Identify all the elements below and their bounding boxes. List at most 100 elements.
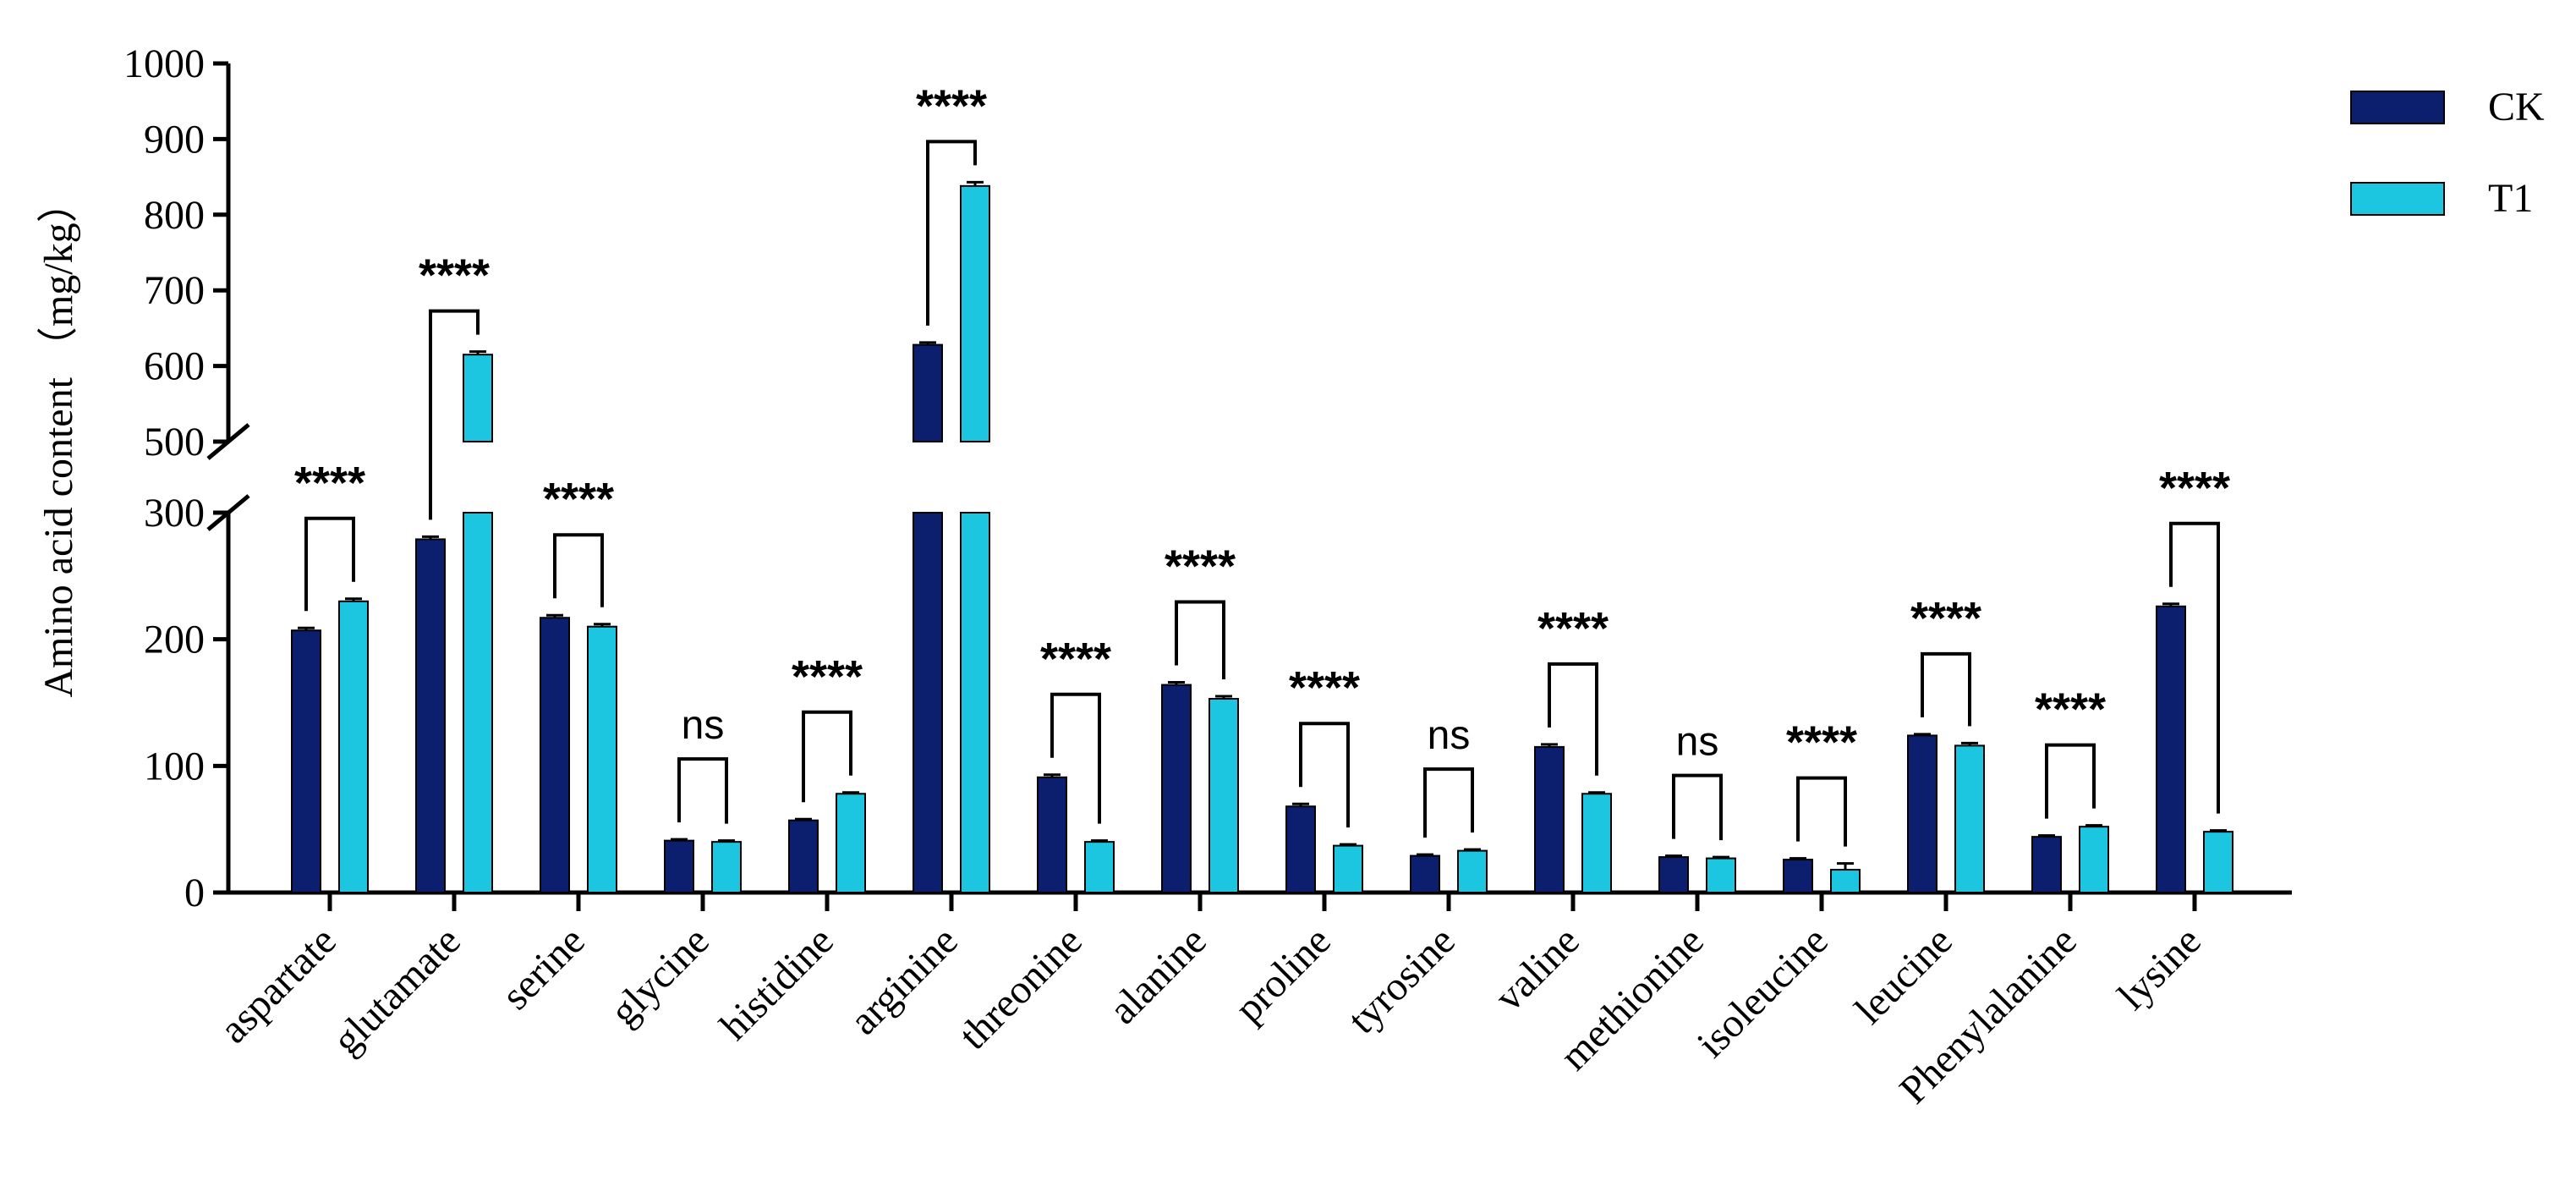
bar-CK-aspartate — [291, 629, 321, 893]
y-tick-label: 0 — [184, 871, 205, 915]
bar-CK-lysine — [2156, 605, 2186, 894]
x-tick-label: alanine — [1100, 918, 1214, 1032]
y-tick-label: 300 — [144, 491, 205, 536]
significance-bracket-proline — [1299, 722, 1350, 828]
significance-label-serine: **** — [543, 474, 614, 525]
bar-CK-arginine-lower — [913, 512, 943, 893]
x-tick-label: valine — [1486, 918, 1587, 1019]
significance-bracket-serine — [553, 533, 604, 607]
significance-label-tyrosine: ns — [1428, 713, 1471, 758]
significance-bracket-histidine — [802, 710, 852, 803]
bar-T1-proline — [1333, 844, 1363, 894]
significance-label-lysine: **** — [2159, 463, 2230, 514]
significance-label-aspartate: **** — [294, 458, 365, 508]
significance-label-valine: **** — [1537, 603, 1609, 654]
significance-bracket-leucine — [1921, 651, 1971, 727]
bar-T1-aspartate — [338, 600, 369, 893]
significance-label-glycine: ns — [682, 703, 725, 748]
y-tick-label: 1000 — [123, 41, 205, 86]
y-tick-label: 600 — [144, 344, 205, 389]
significance-annotations: **** **** **** ns **** **** **** **** **** ns ****… — [294, 80, 2230, 847]
y-tick-label: 800 — [144, 193, 205, 238]
bar-CK-Phenylalanine — [2031, 836, 2062, 893]
significance-label-Phenylalanine: **** — [2035, 684, 2106, 735]
bar-CK-valine — [1534, 745, 1565, 894]
y-tick-label: 200 — [144, 618, 205, 662]
bar-T1-alanine — [1209, 698, 1239, 894]
significance-bracket-lysine — [2169, 521, 2220, 814]
bar-T1-lysine — [2203, 831, 2233, 893]
bar-CK-threonine — [1037, 776, 1067, 894]
bar-CK-tyrosine — [1410, 854, 1440, 894]
x-tick-label: glycine — [601, 918, 717, 1034]
significance-label-leucine: **** — [1910, 593, 1981, 644]
significance-label-isoleucine: **** — [1786, 717, 1857, 768]
bar-T1-valine — [1581, 793, 1612, 894]
bar-T1-glutamate-lower — [463, 512, 493, 893]
x-tick-label: threonine — [951, 918, 1091, 1058]
bar-T1-tyrosine — [1457, 849, 1488, 893]
x-tick-label: histidine — [711, 918, 841, 1048]
x-tick-label: proline — [1226, 918, 1340, 1031]
bar-CK-glycine — [664, 839, 694, 893]
legend-swatch-T1 — [2350, 182, 2445, 216]
y-tick-label: 700 — [144, 268, 205, 313]
legend: CK T1 — [2350, 85, 2545, 221]
x-tick-label: leucine — [1846, 918, 1960, 1032]
significance-bracket-isoleucine — [1796, 776, 1847, 847]
x-tick-label: glutamate — [324, 918, 469, 1063]
significance-label-glutamate: **** — [419, 250, 490, 301]
significance-bracket-glutamate — [429, 309, 480, 520]
bar-CK-alanine — [1161, 684, 1192, 894]
significance-bracket-methionine — [1672, 773, 1723, 841]
bar-CK-glutamate — [415, 538, 446, 893]
bar-CK-methionine — [1658, 856, 1689, 893]
significance-bracket-valine — [1548, 662, 1598, 776]
significance-label-threonine: **** — [1040, 634, 1111, 684]
legend-label-CK: CK — [2488, 85, 2545, 129]
bar-CK-leucine — [1907, 734, 1937, 893]
bar-CK-proline — [1285, 805, 1316, 894]
bar-T1-arginine-upper — [960, 184, 990, 442]
axes: 0 100 200 300 500 600 700 800 900 1000 — [123, 41, 2292, 915]
bar-CK-arginine-upper — [913, 343, 943, 442]
bar-T1-Phenylalanine — [2079, 826, 2109, 894]
significance-bracket-threonine — [1050, 692, 1101, 824]
bar-T1-histidine — [836, 793, 866, 894]
legend-swatch-CK — [2350, 91, 2445, 124]
y-tick-label: 100 — [144, 744, 205, 788]
bar-T1-glycine — [711, 841, 742, 894]
bar-T1-leucine — [1954, 744, 1985, 893]
legend-label-T1: T1 — [2488, 176, 2533, 221]
bar-T1-threonine — [1084, 841, 1115, 894]
y-tick-label: 900 — [144, 117, 205, 162]
significance-label-arginine: **** — [916, 80, 987, 131]
significance-bracket-alanine — [1175, 600, 1225, 680]
x-tick-label: lysine — [2109, 918, 2210, 1019]
significance-bracket-tyrosine — [1423, 767, 1474, 838]
significance-bracket-aspartate — [304, 516, 355, 612]
bar-T1-isoleucine — [1830, 869, 1861, 894]
x-tick-label: tyrosine — [1340, 918, 1464, 1042]
bar-CK-isoleucine — [1783, 859, 1813, 894]
bar-T1-methionine — [1706, 857, 1736, 894]
bar-T1-arginine-lower — [960, 512, 990, 893]
significance-bracket-Phenylalanine — [2045, 743, 2096, 819]
significance-label-proline: **** — [1289, 662, 1360, 713]
bar-T1-serine — [587, 625, 617, 893]
significance-label-histidine: **** — [792, 651, 863, 702]
x-tick-label: isoleucine — [1689, 918, 1837, 1066]
significance-label-methionine: ns — [1676, 720, 1719, 765]
y-axis-label: Amino acid content （mg/kg） — [36, 182, 81, 697]
x-tick-label: arginine — [841, 918, 967, 1043]
bar-CK-histidine — [788, 819, 819, 893]
bar-T1-glutamate-upper — [463, 354, 493, 442]
bar-CK-serine — [540, 617, 570, 893]
y-tick-label: 500 — [144, 420, 205, 464]
significance-bracket-glycine — [677, 757, 728, 824]
x-tick-label: serine — [493, 918, 594, 1019]
significance-label-alanine: **** — [1165, 541, 1236, 592]
bars — [291, 180, 2233, 894]
